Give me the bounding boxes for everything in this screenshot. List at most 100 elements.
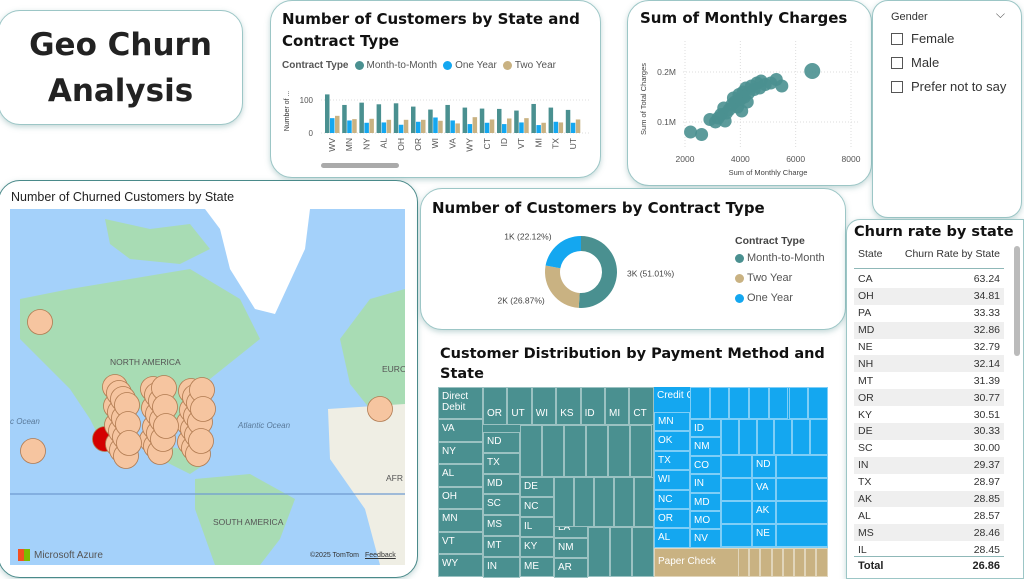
treemap-cell[interactable]: [554, 477, 574, 527]
treemap-cell-MD[interactable]: MD: [483, 473, 520, 495]
treemap-cell-MT[interactable]: MT: [483, 536, 520, 557]
treemap-cell[interactable]: [721, 455, 752, 478]
treemap-group-label[interactable]: Direct Debit: [438, 387, 483, 419]
option-male[interactable]: Male: [891, 55, 1006, 70]
treemap-cell-WI[interactable]: WI: [654, 470, 690, 490]
header-churn-rate[interactable]: Churn Rate by State: [904, 248, 1000, 260]
legend-one-year[interactable]: One Year: [443, 60, 497, 71]
table-row[interactable]: KY 30.51: [854, 406, 1004, 423]
treemap-cell[interactable]: [768, 387, 789, 419]
treemap-cell-MI[interactable]: MI: [605, 387, 630, 425]
treemap-cell[interactable]: [729, 387, 750, 419]
treemap-cell[interactable]: [709, 387, 730, 419]
legend-month[interactable]: Month-to-Month: [354, 60, 437, 71]
treemap-cell-AR[interactable]: AR: [554, 558, 588, 578]
treemap-cell-MS[interactable]: MS: [483, 515, 520, 536]
treemap-cell-ND[interactable]: ND: [752, 455, 776, 478]
treemap-cell-SC[interactable]: SC: [483, 494, 520, 516]
chevron-down-icon[interactable]: ⌵: [995, 7, 1005, 21]
treemap-cell-ME[interactable]: ME: [520, 557, 554, 577]
treemap-cell[interactable]: [594, 477, 614, 527]
table-row[interactable]: OR 30.77: [854, 389, 1004, 407]
treemap-cell-KY[interactable]: KY: [520, 537, 554, 557]
treemap-cell[interactable]: [816, 548, 828, 577]
treemap[interactable]: Direct Debit OR UT WI KS ID MI CT VA NY AL OH MN VT WY…: [438, 387, 828, 578]
treemap-cell-OK[interactable]: OK: [654, 431, 690, 451]
treemap-cell-CT[interactable]: CT: [629, 387, 654, 425]
treemap-cell-AL[interactable]: AL: [654, 528, 690, 548]
treemap-cell-MN[interactable]: MN: [654, 412, 690, 432]
donut-legend-one-year[interactable]: One Year: [735, 292, 825, 304]
treemap-cell-OH[interactable]: OH: [438, 486, 483, 509]
treemap-cell-ID[interactable]: ID: [580, 387, 605, 425]
treemap-cell-WI[interactable]: WI: [531, 387, 557, 425]
treemap-cell[interactable]: [690, 387, 710, 419]
treemap-cell-OR[interactable]: OR: [483, 387, 508, 425]
treemap-cell[interactable]: [574, 477, 594, 527]
treemap-cell[interactable]: [776, 524, 828, 547]
table-row[interactable]: MS 28.46: [854, 524, 1004, 542]
treemap-cell[interactable]: [782, 548, 794, 577]
treemap-cell[interactable]: [520, 425, 542, 477]
treemap-cell[interactable]: [721, 524, 752, 547]
treemap-cell-MN[interactable]: MN: [438, 509, 483, 532]
table-row[interactable]: IN 29.37: [854, 456, 1004, 474]
table-row[interactable]: AL 28.57: [854, 507, 1004, 524]
treemap-cell[interactable]: [542, 425, 564, 477]
treemap-cell[interactable]: [749, 548, 761, 577]
table-row[interactable]: DE 30.33: [854, 423, 1004, 440]
treemap-cell-TX[interactable]: TX: [654, 450, 690, 471]
table-row[interactable]: TX 28.97: [854, 474, 1004, 491]
table-row[interactable]: PA 33.33: [854, 305, 1004, 322]
treemap-cell-ND[interactable]: ND: [483, 432, 520, 453]
treemap-cell-VA[interactable]: VA: [752, 478, 776, 501]
treemap-cell[interactable]: [738, 419, 757, 455]
table-row[interactable]: AK 28.85: [854, 490, 1004, 508]
treemap-cell[interactable]: [738, 548, 750, 577]
treemap-cell-WY[interactable]: WY: [438, 554, 483, 577]
donut-legend-two-year[interactable]: Two Year: [735, 272, 825, 284]
treemap-cell[interactable]: [614, 477, 634, 527]
treemap-cell[interactable]: [721, 419, 739, 455]
treemap-cell[interactable]: [721, 478, 752, 501]
donut-legend-month[interactable]: Month-to-Month: [735, 252, 825, 264]
treemap-cell[interactable]: [808, 387, 828, 419]
treemap-cell-IN[interactable]: IN: [690, 474, 721, 493]
table-row[interactable]: CA 63.24: [854, 271, 1004, 288]
treemap-cell-CO[interactable]: CO: [690, 455, 721, 475]
treemap-cell-IL[interactable]: IL: [520, 517, 554, 537]
treemap-cell[interactable]: [610, 527, 632, 577]
treemap-cell-ID[interactable]: ID: [690, 419, 721, 438]
treemap-cell-NM[interactable]: NM: [690, 437, 721, 456]
table-row[interactable]: MD 32.86: [854, 321, 1004, 339]
treemap-cell[interactable]: [788, 387, 809, 419]
option-prefer-not[interactable]: Prefer not to say: [891, 79, 1006, 94]
treemap-cell[interactable]: [776, 478, 828, 501]
table-row[interactable]: NE 32.79: [854, 339, 1004, 356]
treemap-cell-DE[interactable]: DE: [520, 477, 554, 497]
treemap-cell[interactable]: [632, 527, 654, 577]
treemap-cell-NY[interactable]: NY: [438, 441, 483, 464]
feedback-link[interactable]: Feedback: [365, 552, 396, 559]
table-scrollbar[interactable]: [1014, 246, 1020, 356]
treemap-cell-NC[interactable]: NC: [654, 489, 690, 509]
treemap-cell-KS[interactable]: KS: [556, 387, 581, 425]
treemap-cell[interactable]: [630, 425, 652, 477]
treemap-cell-NV[interactable]: NV: [690, 529, 721, 548]
treemap-cell[interactable]: [564, 425, 586, 477]
treemap-cell-MO[interactable]: MO: [690, 511, 721, 530]
table-row[interactable]: NH 32.14: [854, 355, 1004, 373]
treemap-cell-AL[interactable]: AL: [438, 464, 483, 487]
treemap-cell-NM[interactable]: NM: [554, 538, 588, 558]
table-row[interactable]: SC 30.00: [854, 440, 1004, 457]
treemap-cell[interactable]: [810, 419, 828, 455]
treemap-cell[interactable]: [749, 387, 769, 419]
option-female[interactable]: Female: [891, 31, 1006, 46]
treemap-cell[interactable]: [588, 527, 610, 577]
treemap-cell[interactable]: [792, 419, 810, 455]
treemap-cell[interactable]: [805, 548, 817, 577]
treemap-cell-NC[interactable]: NC: [520, 497, 554, 517]
treemap-cell-UT[interactable]: UT: [507, 387, 532, 425]
scrollbar[interactable]: [321, 163, 399, 168]
treemap-cell[interactable]: [771, 548, 783, 577]
